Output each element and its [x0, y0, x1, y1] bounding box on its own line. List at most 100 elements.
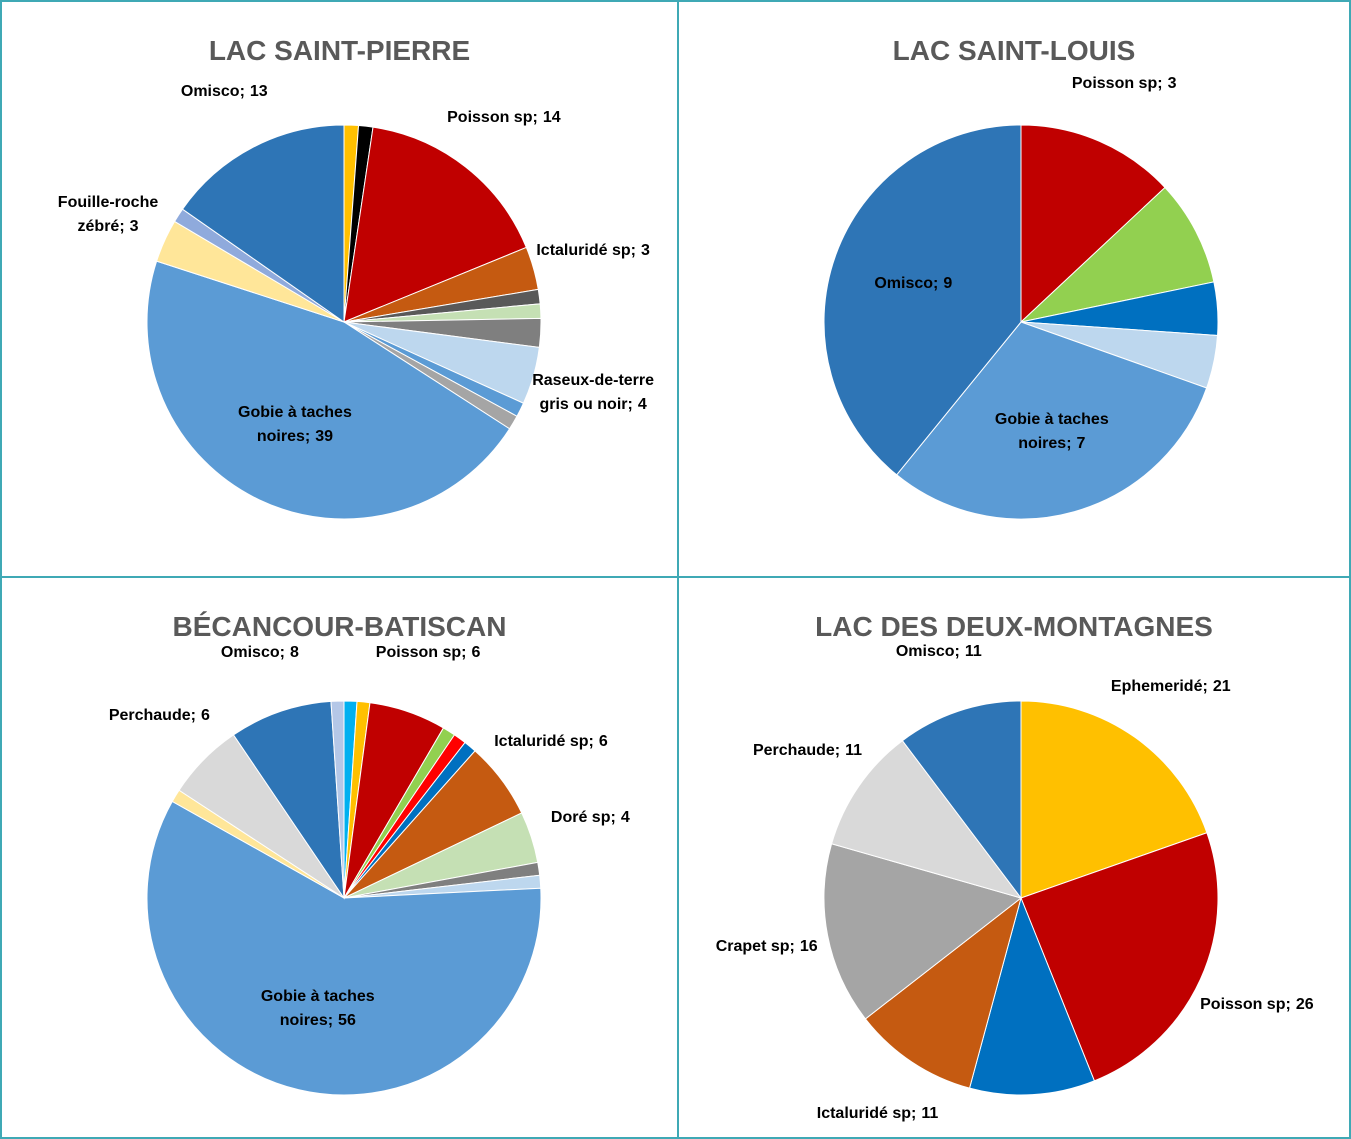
pie-slice — [823, 124, 1022, 476]
label-separator: ; — [532, 109, 538, 127]
slice-category: Omisco — [895, 643, 955, 661]
slice-category: Poisson sp — [1200, 995, 1286, 1013]
chart-panel: BÉCANCOUR-BATISCAN Poisson sp; 6 Ictaluridé… — [0, 576, 679, 1139]
slice-category: Poisson sp — [375, 644, 462, 662]
chart: LAC DES DEUX-MONTAGNES — [815, 611, 1219, 1096]
slice-value: 6 — [598, 733, 608, 751]
slice-value: 9 — [943, 274, 953, 292]
slice-label: Fouille-roche zébré; 3 — [43, 191, 173, 239]
slice-value: 13 — [249, 83, 268, 101]
pie-slice — [1020, 832, 1219, 1082]
slice-category: Gobie à taches noires — [260, 988, 375, 1030]
slice-value: 16 — [799, 938, 818, 956]
chart: BÉCANCOUR-BATISCAN — [146, 611, 542, 1096]
slice-value: 3 — [640, 242, 650, 260]
slice-label: Gobie à taches noires; 7 — [987, 408, 1117, 456]
slice-label: Perchaude; 6 — [94, 704, 224, 728]
slice-category: Perchaude — [108, 707, 191, 725]
slice-value: 6 — [200, 707, 210, 725]
slice-value: 8 — [289, 644, 299, 662]
pie-slice — [1019, 186, 1215, 323]
slice-label: Omisco; 13 — [159, 80, 289, 104]
label-separator: ; — [954, 643, 960, 661]
label-separator: ; — [279, 644, 285, 662]
chart-title: LAC SAINT-LOUIS — [893, 35, 1136, 66]
slice-value: 3 — [1167, 75, 1177, 93]
slice-label: Poisson sp; 14 — [439, 106, 569, 130]
pie-slice — [864, 896, 1022, 1089]
pie-slice — [181, 124, 345, 323]
chart-title: LAC DES DEUX-MONTAGNES — [815, 611, 1213, 642]
pie-slice — [232, 700, 345, 900]
slice-value: 11 — [845, 742, 863, 760]
pie-slice — [146, 800, 542, 1096]
label-separator: ; — [1066, 435, 1072, 453]
slice-label: Omisco; 8 — [195, 641, 325, 665]
slice-value: 56 — [338, 1012, 356, 1030]
label-separator: ; — [630, 242, 636, 260]
label-separator: ; — [610, 808, 616, 826]
slice-label: Ictaluridé sp; 3 — [528, 239, 658, 263]
slice-label: Poisson sp; 6 — [363, 641, 493, 665]
label-separator: ; — [190, 707, 196, 725]
label-separator: ; — [239, 83, 245, 101]
slice-category: Omisco — [180, 83, 240, 101]
slice-value: 6 — [471, 644, 481, 662]
slice-category: Gobie à taches noires — [994, 411, 1109, 453]
pie-slice — [830, 739, 1023, 899]
label-separator: ; — [627, 395, 633, 413]
label-separator: ; — [1285, 995, 1291, 1013]
slice-label: Ephemeridé; 21 — [1106, 675, 1236, 699]
chart-title: BÉCANCOUR-BATISCAN — [173, 611, 507, 642]
slice-label: Doré sp; 4 — [525, 806, 655, 830]
slice-label: Poisson sp; 26 — [1192, 993, 1322, 1017]
slice-category: Raseux-de-terre gris ou noir — [532, 371, 655, 413]
slice-category: Crapet sp — [715, 938, 790, 956]
slice-category: Poisson sp — [447, 109, 533, 127]
slice-label: Gobie à taches noires; 56 — [253, 985, 383, 1033]
chart-panel: LAC SAINT-PIERRE Poisson sp; 14 Ictaluridé … — [0, 0, 679, 578]
pie-slice — [146, 260, 511, 520]
slice-category: Ictaluridé sp — [536, 242, 631, 260]
label-separator: ; — [304, 428, 311, 446]
slice-label: Gobie à taches noires; 39 — [230, 401, 360, 449]
slice-category: Ictaluridé sp — [816, 1104, 911, 1122]
slice-value: 21 — [1212, 677, 1231, 695]
chart-panel: LAC DES DEUX-MONTAGNES Ephemeridé; 21 Poiss… — [677, 576, 1351, 1139]
slice-category: Poisson sp — [1071, 75, 1158, 93]
label-separator: ; — [911, 1104, 917, 1122]
label-separator: ; — [588, 733, 594, 751]
slice-value: 11 — [964, 643, 982, 661]
slice-value: 11 — [921, 1104, 939, 1122]
slice-category: Ictaluridé sp — [494, 733, 589, 751]
slice-label: Crapet sp; 16 — [702, 935, 832, 959]
slice-label: Ictaluridé sp; 6 — [486, 730, 616, 754]
slice-label: Perchaude; 11 — [743, 739, 873, 763]
label-separator: ; — [327, 1012, 334, 1030]
slice-value: 3 — [129, 218, 139, 236]
label-separator: ; — [461, 644, 467, 662]
pie-slice — [895, 321, 1208, 520]
label-separator: ; — [1157, 75, 1163, 93]
label-separator: ; — [1202, 677, 1208, 695]
slice-value: 7 — [1076, 435, 1086, 453]
slice-category: Omisco — [874, 274, 934, 292]
pie-slice — [343, 126, 528, 323]
slice-category: Perchaude — [752, 742, 835, 760]
pie-slice — [968, 896, 1096, 1096]
pie-slice — [330, 700, 345, 899]
slice-category: Ephemeridé — [1110, 677, 1203, 695]
slice-value: 39 — [315, 428, 334, 446]
pie-slice — [823, 843, 1023, 1020]
label-separator: ; — [789, 938, 795, 956]
slice-value: 4 — [620, 808, 630, 826]
slice-label: Poisson sp; 3 — [1059, 72, 1189, 96]
slice-label: Ictaluridé sp; 11 — [813, 1102, 943, 1126]
label-separator: ; — [933, 274, 939, 292]
slice-label: Omisco; 9 — [848, 272, 978, 296]
slice-value: 4 — [637, 395, 647, 413]
slice-label: Omisco; 11 — [874, 640, 1004, 664]
chart-panel: LAC SAINT-LOUIS Poisson sp; 3 Gobie à tache… — [677, 0, 1351, 578]
slice-value: 26 — [1295, 995, 1314, 1013]
